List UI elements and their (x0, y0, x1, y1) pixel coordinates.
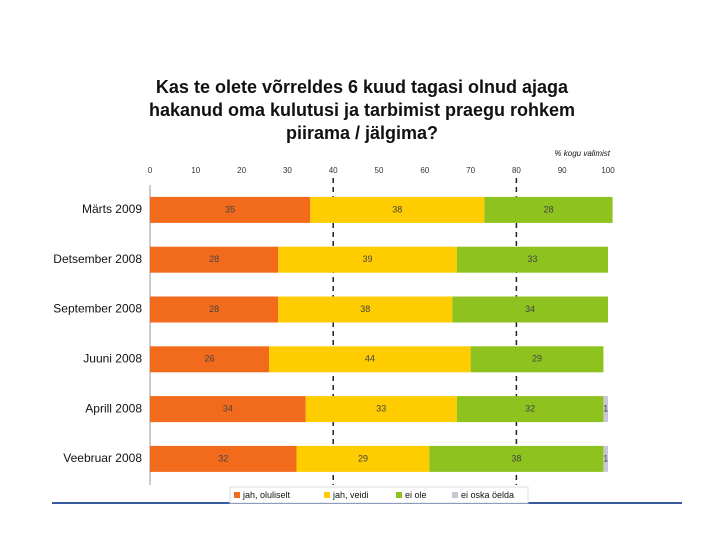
bar-segment (310, 196, 485, 223)
legend-label: jah, veidi (332, 490, 369, 500)
value-label: 33 (376, 403, 386, 413)
value-label: 34 (223, 403, 233, 413)
bar-segment (150, 445, 297, 472)
category-label: Aprill 2008 (85, 401, 142, 415)
bar-segment (452, 296, 608, 323)
x-tick-label: 50 (375, 166, 384, 175)
bar-segment (150, 396, 306, 423)
value-label: 28 (209, 254, 219, 264)
chart-title: Kas te olete võrreldes 6 kuud tagasi oln… (156, 77, 569, 97)
legend-swatch (452, 492, 458, 498)
value-label: 38 (392, 204, 402, 214)
legend-swatch (324, 492, 330, 498)
x-tick-label: 100 (601, 166, 615, 175)
bar-segment (296, 445, 430, 472)
x-tick-label: 0 (148, 166, 153, 175)
value-label: 29 (532, 354, 542, 364)
value-label: 33 (527, 254, 537, 264)
bar-segment (456, 246, 608, 273)
x-tick-label: 10 (191, 166, 200, 175)
legend-label: jah, oluliselt (242, 490, 291, 500)
bar-segment (603, 396, 608, 423)
bar-segment (150, 196, 311, 223)
bar-segment (603, 445, 608, 472)
legend-swatch (234, 492, 240, 498)
value-label: 35 (225, 204, 235, 214)
value-label: 1 (603, 453, 608, 463)
bar-segment (150, 246, 279, 273)
value-label: 38 (360, 304, 370, 314)
bar-segment (278, 296, 453, 323)
legend-label: ei ole (405, 490, 427, 500)
bar-segment (278, 246, 457, 273)
category-label: Detsember 2008 (53, 252, 142, 266)
bar-segment (269, 346, 471, 373)
bar-segment (484, 196, 613, 223)
x-tick-label: 60 (420, 166, 429, 175)
chart-title: hakanud oma kulutusi ja tarbimist praegu… (149, 100, 575, 120)
category-label: Juuni 2008 (83, 351, 142, 365)
x-tick-label: 20 (237, 166, 246, 175)
legend-box (229, 486, 529, 504)
value-label: 44 (365, 354, 375, 364)
category-label: Märts 2009 (82, 202, 142, 216)
chart-title: piirama / jälgima? (286, 123, 438, 143)
value-label: 28 (543, 204, 553, 214)
x-tick-label: 70 (466, 166, 475, 175)
value-label: 32 (218, 453, 228, 463)
value-label: 29 (358, 453, 368, 463)
value-label: 28 (209, 304, 219, 314)
bar-segment (429, 445, 604, 472)
subtitle: % kogu valimist (554, 149, 610, 158)
value-label: 34 (525, 304, 535, 314)
value-label: 26 (205, 354, 215, 364)
x-tick-label: 80 (512, 166, 521, 175)
value-label: 39 (363, 254, 373, 264)
bar-segment (150, 346, 270, 373)
bar-segment (456, 396, 604, 423)
legend-label: ei oska öelda (461, 490, 514, 500)
x-tick-label: 90 (558, 166, 567, 175)
category-label: Veebruar 2008 (63, 451, 142, 465)
category-label: September 2008 (53, 302, 142, 316)
value-label: 32 (525, 403, 535, 413)
value-label: 1 (603, 403, 608, 413)
legend-swatch (396, 492, 402, 498)
bar-segment (470, 346, 604, 373)
value-label: 38 (511, 453, 521, 463)
x-tick-label: 30 (283, 166, 292, 175)
bar-segment (305, 396, 457, 423)
bar-segment (150, 296, 279, 323)
x-tick-label: 40 (329, 166, 338, 175)
